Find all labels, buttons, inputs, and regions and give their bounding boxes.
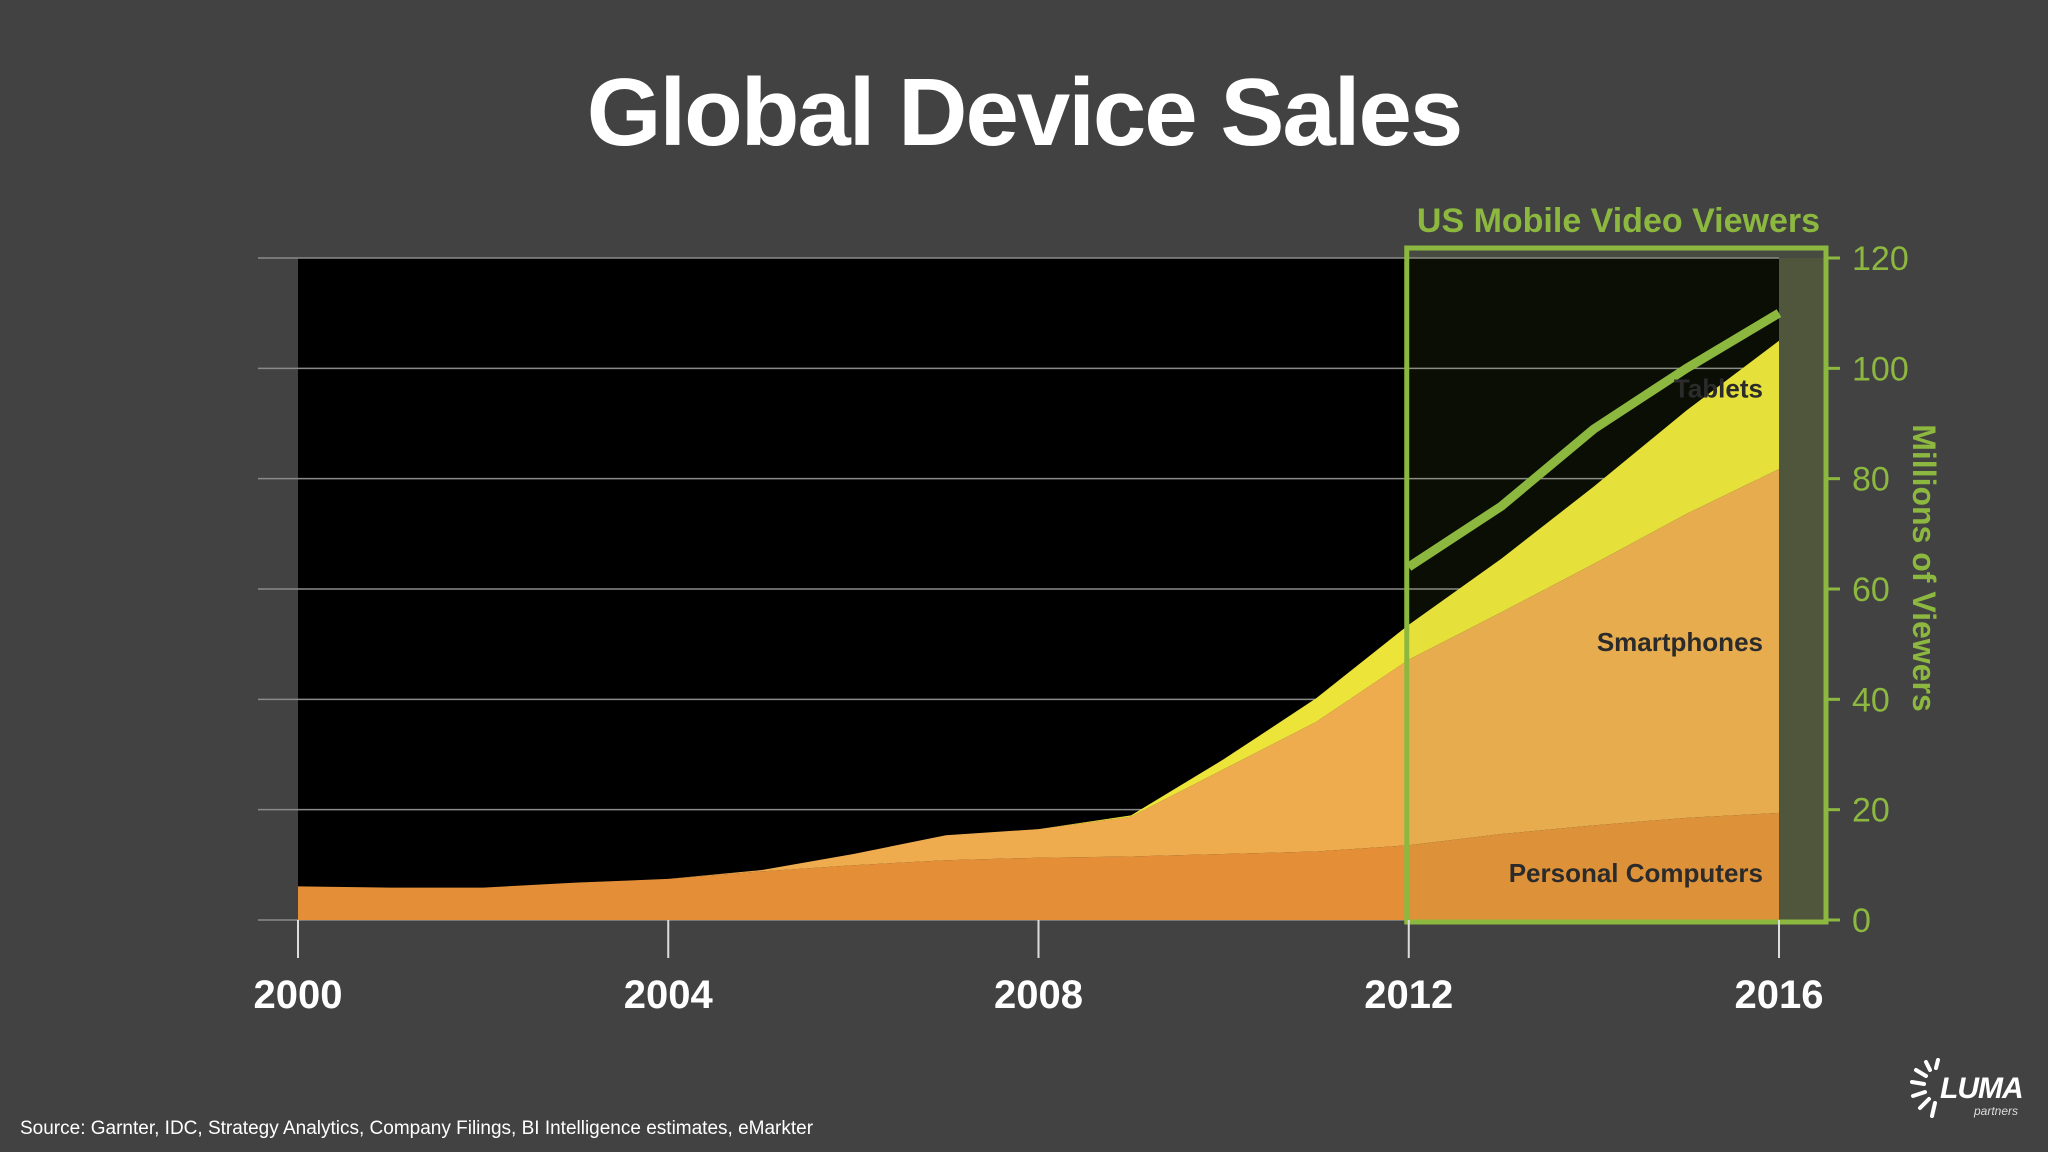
logo-name: LUMA [1940, 1072, 2024, 1105]
viewers-line [1406, 309, 1782, 571]
x-tick-label: 2004 [624, 973, 714, 1017]
highlight-shade [1779, 258, 1826, 920]
page-title: Global Device Sales [586, 59, 1463, 166]
highlight-ylabel: Millions of Viewers [1906, 424, 1942, 711]
x-tick-label: 2012 [1364, 973, 1453, 1017]
right-tick-label: 100 [1852, 350, 1909, 388]
highlight-title: US Mobile Video Viewers [1417, 202, 1820, 240]
right-tick-label: 80 [1852, 461, 1890, 499]
right-tick-label: 0 [1852, 902, 1871, 940]
label-tablets: Tablets [1674, 373, 1763, 403]
luma-logo: LUMA partners [1904, 1050, 2024, 1130]
label-smartphones: Smartphones [1597, 627, 1763, 657]
area-tablets [298, 340, 1779, 888]
source-note: Source: Garnter, IDC, Strategy Analytics… [20, 1118, 814, 1139]
label-personal-computers: Personal Computers [1509, 858, 1763, 888]
highlight-box [1404, 245, 1829, 925]
x-tick-label: 2000 [254, 973, 343, 1017]
right-tick-label: 20 [1852, 792, 1890, 830]
right-tick-label: 40 [1852, 681, 1890, 719]
right-axis: 0 20 40 60 80 100 120 [1826, 240, 1909, 940]
right-tick-label: 60 [1852, 571, 1890, 609]
x-tick-label: 2008 [994, 973, 1083, 1017]
x-axis: 2000 2004 2008 2012 2016 [254, 920, 1824, 1017]
logo-sub: partners [1974, 1104, 2019, 1118]
series-labels: Personal Computers Smartphones Tablets [1509, 373, 1763, 887]
burst-icon [1910, 1058, 1940, 1118]
x-tick-label: 2016 [1735, 973, 1824, 1017]
right-tick-label: 120 [1852, 240, 1909, 278]
